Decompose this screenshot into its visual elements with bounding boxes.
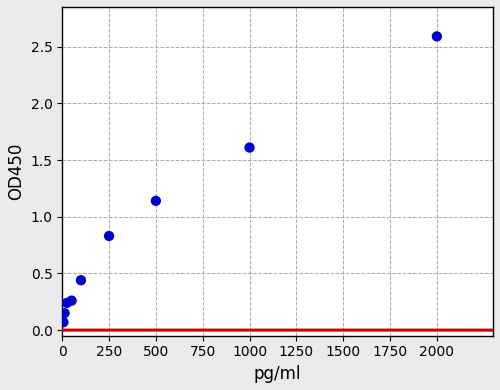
Point (77, 277, 85, 284)
Point (433, 33, 441, 39)
X-axis label: pg/ml: pg/ml (254, 365, 302, 383)
Point (246, 144, 254, 151)
Point (60, 319, 68, 325)
Point (60, 310, 68, 316)
Point (63, 300, 71, 306)
Point (68, 298, 76, 304)
Point (152, 198, 160, 204)
Y-axis label: OD450: OD450 (7, 143, 25, 200)
Point (105, 233, 113, 239)
